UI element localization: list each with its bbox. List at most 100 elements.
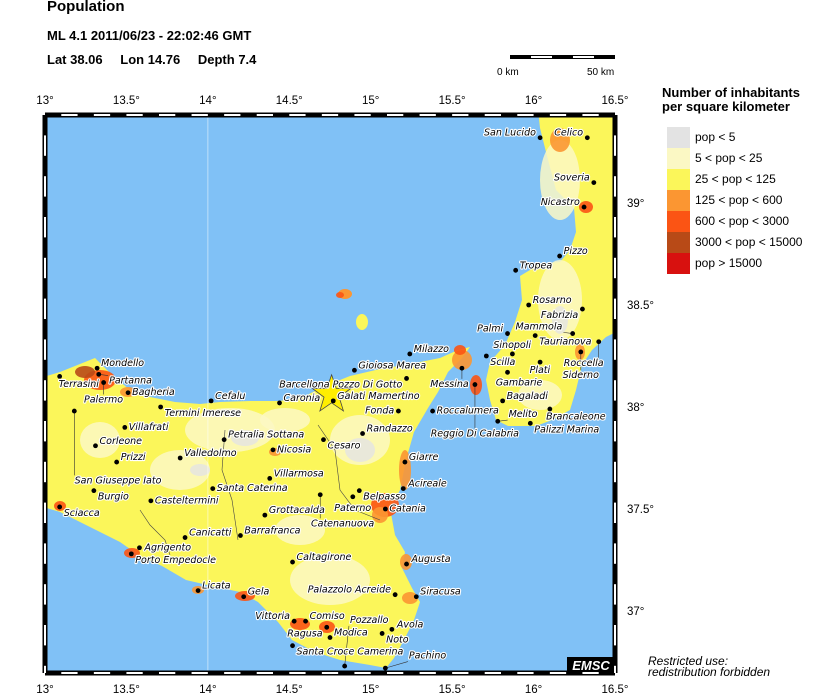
city-marker: [137, 545, 142, 551]
restricted-notice: Restricted use: redistribution forbidden: [648, 654, 771, 679]
restricted-line2: redistribution forbidden: [648, 665, 771, 679]
city-label: Terrasini: [59, 379, 100, 390]
lon-tick-label-bottom: 13.5°: [113, 684, 140, 695]
lon-label: Lon 14.76: [120, 52, 181, 67]
city-label: Roccella: [564, 358, 604, 369]
city-label: Ragusa: [287, 628, 322, 639]
city-label: Belpasso: [363, 492, 406, 503]
city-marker: [91, 488, 97, 494]
city-label: Bagheria: [132, 387, 175, 398]
city-label: Cefalu: [215, 391, 245, 402]
city-label: Pozzallo: [350, 615, 389, 626]
city-label: Taurianova: [539, 337, 591, 348]
city-label: Licata: [202, 581, 231, 592]
lon-tick-label-bottom: 16.5°: [602, 684, 629, 695]
city-marker: [404, 561, 409, 567]
city-marker: [532, 333, 538, 338]
low-density-area: [150, 450, 210, 490]
lon-tick-label-top: 14.5°: [276, 95, 303, 107]
very-low-density-area: [231, 430, 259, 446]
very-low-density-area: [345, 438, 375, 462]
city-marker: [324, 624, 330, 630]
event-info: ML 4.1 2011/06/23 - 22:02:46 GMT: [47, 28, 252, 43]
city-marker: [210, 486, 216, 491]
city-label: San Lucido: [484, 128, 536, 139]
city-marker: [404, 376, 409, 381]
city-marker: [208, 398, 214, 404]
legend-item: 25 < pop < 125: [667, 169, 817, 190]
city-marker: [596, 339, 602, 345]
city-label: Vittoria: [255, 611, 290, 622]
legend-item: 600 < pop < 3000: [667, 211, 817, 232]
city-marker: [581, 204, 587, 210]
city-label: Termini Imerese: [165, 408, 242, 419]
label-leader-line: [344, 625, 350, 667]
city-label: Brancaleone: [546, 412, 606, 423]
city-label: San Giuseppe Iato: [75, 475, 162, 486]
restricted-line1: Restricted use:: [648, 654, 729, 668]
lat-tick-label: 39°: [627, 198, 644, 210]
city-label: Gela: [248, 587, 270, 598]
urban-area: [454, 345, 466, 355]
low-density-area: [538, 260, 582, 340]
city-marker: [270, 447, 276, 453]
city-marker: [317, 492, 323, 498]
province-boundary: [317, 424, 381, 521]
city-label: Reggio Di Calabria: [431, 429, 519, 440]
low-density-area: [80, 422, 120, 458]
city-label: Barrafranca: [244, 526, 300, 537]
city-marker: [238, 533, 243, 538]
city-marker: [148, 498, 154, 504]
city-label: Fabrizia: [541, 310, 578, 321]
city-marker: [526, 302, 532, 308]
legend-swatch: [667, 232, 690, 253]
city-label: Canicatti: [189, 528, 232, 539]
legend-swatch: [667, 211, 690, 232]
city-label: Catania: [389, 504, 426, 515]
city-marker: [483, 353, 489, 359]
city-marker: [413, 594, 419, 600]
legend-item: 3000 < pop < 15000: [667, 232, 817, 253]
legend-label: pop < 5: [695, 130, 736, 144]
city-marker: [303, 618, 308, 624]
city-label: Avola: [396, 619, 424, 630]
city-marker: [360, 431, 365, 436]
city-label: Milazzo: [414, 344, 449, 355]
lon-tick-label-top: 15°: [362, 95, 379, 107]
low-density-area: [275, 515, 325, 545]
city-label: Roccalumera: [437, 406, 499, 417]
city-label: Pizzo: [564, 246, 588, 257]
city-marker: [505, 369, 510, 375]
city-label: Casteltermini: [155, 495, 219, 506]
city-label: Tropea: [520, 260, 553, 271]
island-lipari: [356, 314, 368, 330]
low-density-area: [540, 140, 580, 220]
low-density-area: [518, 380, 562, 410]
city-marker: [459, 365, 465, 371]
legend-title: Number of inhabitants per square kilomet…: [662, 86, 800, 114]
scale-start-label: 0 km: [497, 67, 519, 78]
legend-label: pop > 15000: [695, 256, 763, 270]
city-label: Barcellona Pozzo Di Gotto: [279, 379, 402, 390]
city-label: Galati Mamertino: [337, 391, 419, 402]
city-marker: [495, 418, 501, 424]
city-label: Palmi: [477, 324, 503, 335]
city-marker: [500, 398, 506, 404]
city-marker: [392, 592, 398, 598]
city-markers: [57, 135, 602, 671]
city-marker: [513, 267, 519, 273]
city-label: Sciacca: [64, 508, 100, 519]
lat-tick-label: 38.5°: [627, 300, 654, 312]
city-marker: [262, 512, 268, 518]
legend-swatch: [667, 253, 690, 274]
city-label: Porto Empedocle: [135, 555, 216, 566]
lon-tick-label-bottom: 14.5°: [276, 684, 303, 695]
city-marker: [505, 331, 510, 336]
legend-title-line1: Number of inhabitants: [662, 85, 800, 100]
city-label: Messina: [430, 379, 469, 390]
city-label: Grottacalda: [269, 505, 325, 516]
city-label: Fonda: [365, 406, 394, 417]
urban-area: [75, 366, 95, 378]
city-label: Burgio: [98, 492, 129, 503]
city-marker: [430, 408, 435, 414]
